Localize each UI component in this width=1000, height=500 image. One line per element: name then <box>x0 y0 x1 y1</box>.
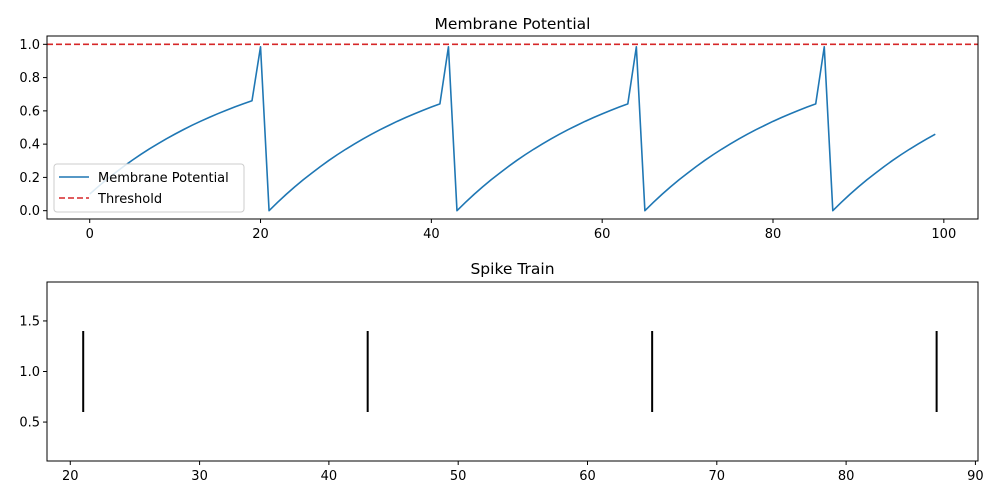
x-tick-label: 40 <box>423 227 440 242</box>
x-tick-label: 90 <box>967 469 984 484</box>
y-tick-label: 1.0 <box>19 365 40 380</box>
x-tick-label: 0 <box>86 227 94 242</box>
y-tick-label: 0.0 <box>19 204 40 219</box>
x-tick-label: 80 <box>838 469 855 484</box>
x-tick-label: 40 <box>321 469 338 484</box>
x-tick-label: 80 <box>765 227 782 242</box>
y-tick-label: 0.2 <box>19 171 40 186</box>
spike-train-axes: Spike Train 20 30 40 50 60 70 80 90 0.5 1.0 1.5 <box>19 260 983 484</box>
spike-train-title: Spike Train <box>470 260 554 278</box>
legend-membrane-potential-label: Membrane Potential <box>98 171 229 186</box>
membrane-potential-axes: Membrane Potential 0 20 40 60 80 100 0.0 0.2 0.4… <box>19 15 979 242</box>
y-tick-label: 0.5 <box>19 416 40 431</box>
x-tick-label: 60 <box>579 469 596 484</box>
membrane-potential-frame <box>46 35 979 220</box>
spike-train-series <box>82 331 938 412</box>
x-tick-label: 70 <box>709 469 726 484</box>
legend-threshold-label: Threshold <box>97 192 162 207</box>
spike-train-frame <box>46 281 979 462</box>
membrane-potential-title: Membrane Potential <box>435 15 591 33</box>
y-tick-label: 0.4 <box>19 138 40 153</box>
x-tick-label: 20 <box>252 227 269 242</box>
x-tick-label: 100 <box>931 227 956 242</box>
spike-train-ticks: 20 30 40 50 60 70 80 90 0.5 1.0 1.5 <box>19 314 983 484</box>
x-tick-label: 20 <box>62 469 79 484</box>
legend-box <box>53 163 245 213</box>
y-tick-label: 0.6 <box>19 104 40 119</box>
membrane-potential-line <box>89 46 936 212</box>
x-tick-label: 30 <box>191 469 208 484</box>
y-tick-label: 0.8 <box>19 71 40 86</box>
membrane-potential-series <box>47 43 978 212</box>
y-tick-label: 1.0 <box>19 38 40 53</box>
y-tick-label: 1.5 <box>19 314 40 329</box>
legend: Membrane Potential Threshold <box>53 163 245 213</box>
x-tick-label: 60 <box>594 227 611 242</box>
x-tick-label: 50 <box>450 469 467 484</box>
membrane-potential-ticks: 0 20 40 60 80 100 0.0 0.2 0.4 0.6 0.8 1.0 <box>19 38 956 242</box>
